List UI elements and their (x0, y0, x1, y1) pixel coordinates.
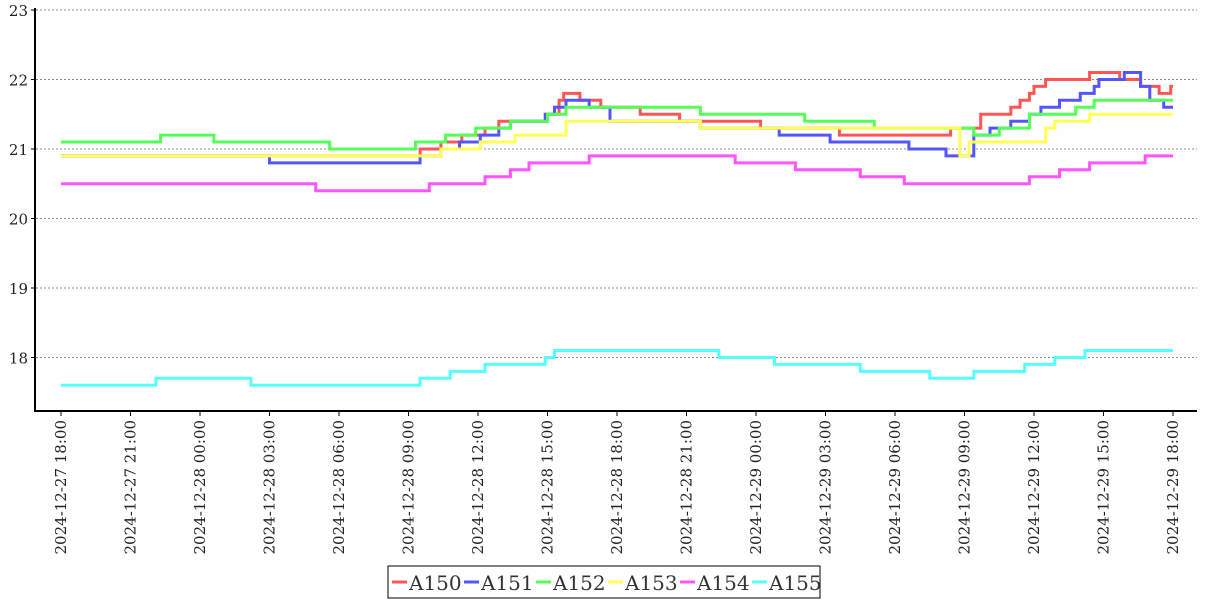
x-tick-label: 2024-12-27 21:00 (122, 420, 140, 554)
x-tick-label: 2024-12-29 18:00 (1164, 420, 1182, 554)
legend-label: A155 (768, 571, 822, 595)
series-line-a154 (61, 154, 1173, 193)
x-tick-label: 2024-12-29 09:00 (956, 420, 974, 554)
legend-label: A152 (552, 571, 606, 595)
legend-box (387, 565, 821, 599)
y-tick-label: 22 (9, 71, 28, 89)
x-tick-label: 2024-12-28 00:00 (191, 420, 209, 554)
y-axis: 18 19 20 21 22 23 (9, 2, 35, 367)
legend-label: A151 (480, 571, 534, 595)
legend: A150 A151 A152 A153 A154 A155 (387, 565, 822, 599)
x-tick-label: 2024-12-29 15:00 (1095, 420, 1113, 554)
legend-label: A150 (408, 571, 462, 595)
x-tick-label: 2024-12-29 12:00 (1025, 420, 1043, 554)
series-line-a152 (61, 98, 1173, 151)
legend-label: A154 (696, 571, 750, 595)
x-tick-label: 2024-12-28 12:00 (469, 420, 487, 554)
grid-lines (36, 9, 1197, 358)
x-axis: 2024-12-27 18:00 2024-12-27 21:00 2024-12-… (52, 411, 1182, 554)
x-tick-label: 2024-12-28 21:00 (678, 420, 696, 554)
series-lines (61, 71, 1173, 387)
legend-label: A153 (624, 571, 678, 595)
series-line-a151 (61, 71, 1173, 165)
y-tick-label: 19 (9, 280, 28, 298)
x-tick-label: 2024-12-27 18:00 (52, 420, 70, 554)
x-tick-label: 2024-12-28 06:00 (330, 420, 348, 554)
x-tick-label: 2024-12-28 15:00 (539, 420, 557, 554)
x-tick-label: 2024-12-29 00:00 (747, 420, 765, 554)
x-tick-label: 2024-12-29 06:00 (886, 420, 904, 554)
y-tick-label: 18 (9, 349, 28, 367)
x-tick-label: 2024-12-29 03:00 (817, 420, 835, 554)
series-line-a155 (61, 349, 1173, 387)
x-tick-label: 2024-12-28 09:00 (400, 420, 418, 554)
x-tick-label: 2024-12-28 18:00 (608, 420, 626, 554)
y-tick-label: 20 (9, 210, 28, 228)
series-line-a153 (61, 112, 1173, 158)
x-tick-label: 2024-12-28 03:00 (261, 420, 279, 554)
y-tick-label: 23 (9, 2, 28, 20)
y-tick-label: 21 (9, 141, 28, 159)
